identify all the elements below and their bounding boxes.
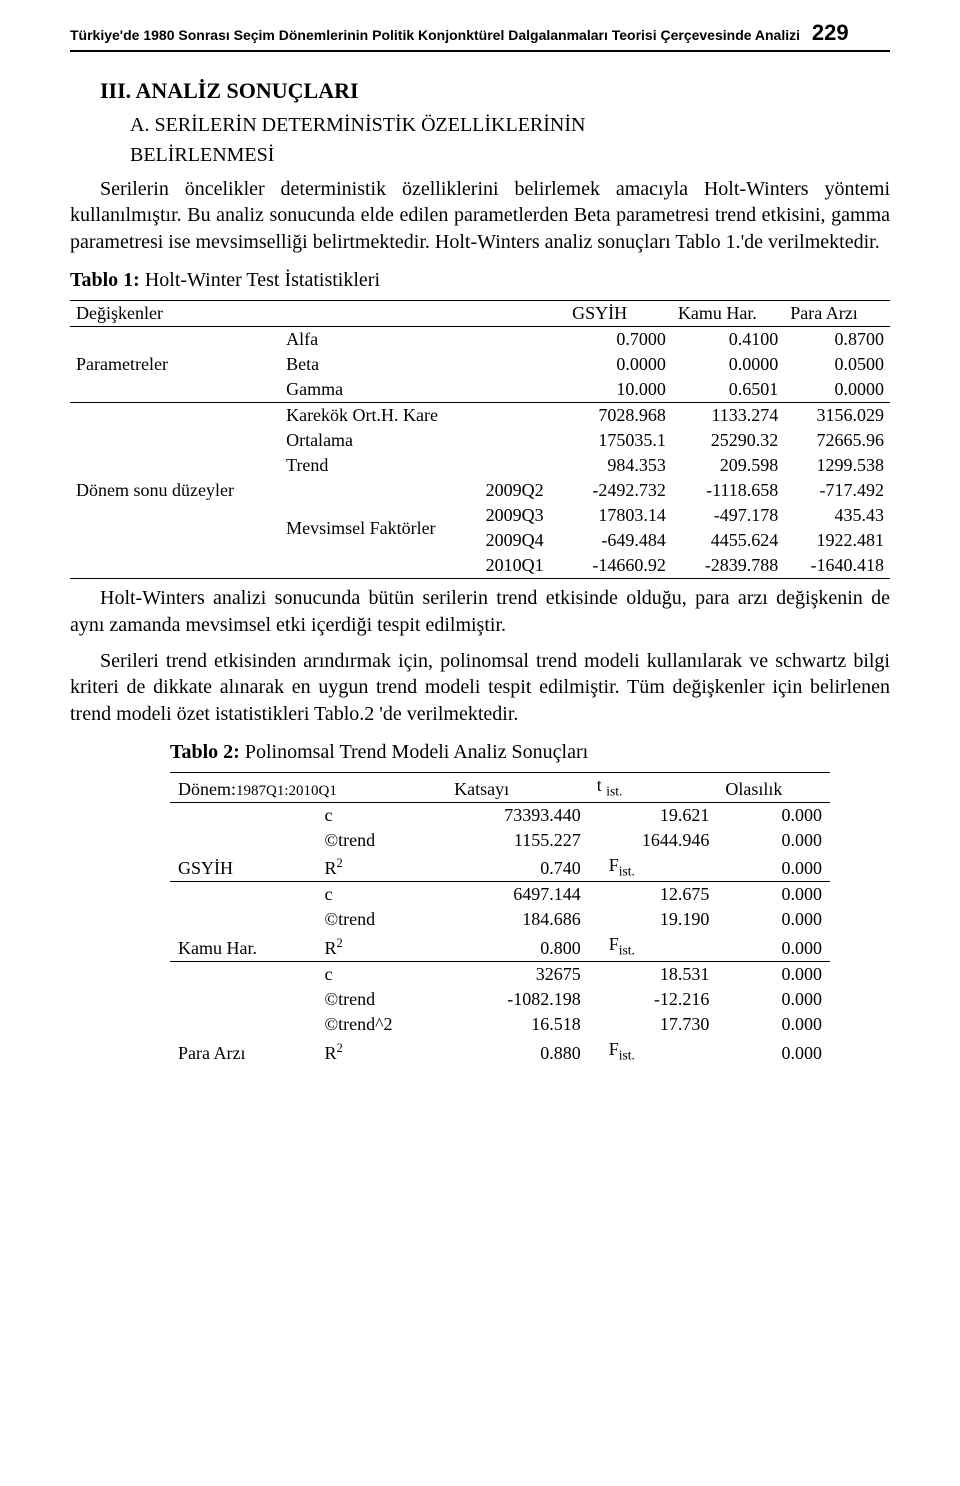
table-row: Kamu Har. c 6497.144 12.675 0.000 bbox=[170, 882, 830, 908]
t1-group-seasonal: Mevsimsel Faktörler bbox=[280, 478, 480, 579]
table2-title: Tablo 2: Polinomsal Trend Modeli Analiz … bbox=[170, 741, 830, 764]
t2-hdr-t: t ist. bbox=[589, 773, 718, 803]
running-title: Türkiye'de 1980 Sonrası Seçim Dönemlerin… bbox=[70, 27, 800, 43]
t1-hdr-var: Değişkenler bbox=[70, 301, 566, 327]
t2-group-kamu: Kamu Har. bbox=[170, 882, 316, 962]
t2-hdr-prob: Olasılık bbox=[717, 773, 830, 803]
t2-group-gsyih: GSYİH bbox=[170, 802, 316, 882]
t2-hdr-period: Dönem:1987Q1:2010Q1 bbox=[170, 773, 446, 803]
subsection-a: A. SERİLERİN DETERMİNİSTİK ÖZELLİKLERİNİ… bbox=[130, 110, 890, 170]
t1-group-levels: Dönem sonu düzeyler bbox=[70, 403, 280, 579]
t2-hdr-coef: Katsayı bbox=[446, 773, 589, 803]
page-number: 229 bbox=[812, 20, 849, 45]
paragraph-3: Serileri trend etkisinden arındırmak içi… bbox=[70, 648, 890, 727]
table1: Değişkenler GSYİH Kamu Har. Para Arzı Pa… bbox=[70, 300, 890, 579]
t1-hdr-gsyih: GSYİH bbox=[566, 301, 672, 327]
t1-hdr-kamu: Kamu Har. bbox=[672, 301, 784, 327]
table-row: GSYİH c 73393.440 19.621 0.000 bbox=[170, 802, 830, 828]
table1-title: Tablo 1: Holt-Winter Test İstatistikleri bbox=[70, 269, 890, 292]
table-row: Para Arzı c 32675 18.531 0.000 bbox=[170, 961, 830, 987]
running-header: Türkiye'de 1980 Sonrası Seçim Dönemlerin… bbox=[70, 20, 890, 52]
paragraph-1: Serilerin öncelikler deterministik özell… bbox=[70, 176, 890, 255]
paragraph-2: Holt-Winters analizi sonucunda bütün ser… bbox=[70, 585, 890, 638]
t2-group-para: Para Arzı bbox=[170, 961, 316, 1065]
section-title: III. ANALİZ SONUÇLARI bbox=[100, 78, 890, 104]
t1-group-params: Parametreler bbox=[70, 327, 280, 403]
table2: Dönem:1987Q1:2010Q1 Katsayı t ist. Olası… bbox=[170, 772, 830, 1065]
t1-hdr-para: Para Arzı bbox=[784, 301, 890, 327]
table-row: Parametreler Alfa 0.7000 0.4100 0.8700 bbox=[70, 327, 890, 353]
table-row: Dönem sonu düzeyler Karekök Ort.H. Kare … bbox=[70, 403, 890, 429]
